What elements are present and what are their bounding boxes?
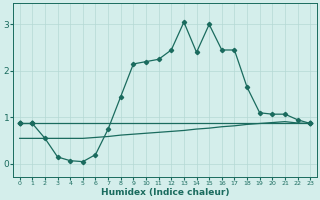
X-axis label: Humidex (Indice chaleur): Humidex (Indice chaleur) bbox=[101, 188, 229, 197]
